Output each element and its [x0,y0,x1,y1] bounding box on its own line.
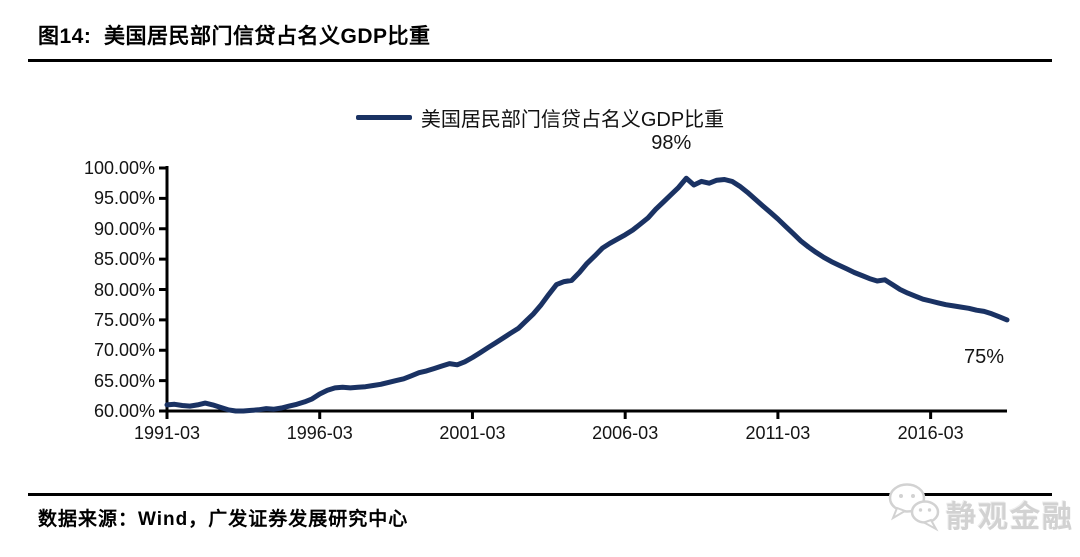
legend-line-swatch [355,115,412,120]
y-axis-label: 70.00% [93,340,155,361]
y-axis-label: 75.00% [93,309,155,330]
y-axis-label: 85.00% [93,249,155,270]
x-axis-label: 2011-03 [745,423,811,443]
peak-value-annotation: 98% [651,132,692,155]
y-axis-label: 90.00% [93,218,155,239]
watermark-label: 静观金融 [946,501,1074,534]
x-axis-label: 2016-03 [897,423,964,443]
figure-title: 图14: 美国居民部门信贷占名义GDP比重 [38,25,431,48]
title-divider-line [28,59,1052,62]
x-axis-label: 1991-03 [133,423,201,443]
y-axis-label: 95.00% [93,188,155,209]
y-axis-label: 80.00% [93,279,155,300]
x-axis-label: 2006-03 [592,423,659,443]
wechat-chat-bubbles-icon [888,483,940,532]
end-value-annotation: 75% [963,345,1005,368]
y-axis-label: 60.00% [93,401,155,421]
data-source-note: 数据来源：Wind，广发证券发展研究中心 [38,509,409,530]
x-axis-label: 1996-03 [286,423,353,443]
legend-label: 美国居民部门信贷占名义GDP比重 [420,109,725,131]
x-axis-label: 2001-03 [439,423,506,443]
footer-divider-line [28,493,1052,496]
y-axis-label: 100.00% [83,158,155,178]
chart-legend: 美国居民部门信贷占名义GDP比重 [0,103,1080,132]
y-axis-label: 65.00% [93,370,155,391]
